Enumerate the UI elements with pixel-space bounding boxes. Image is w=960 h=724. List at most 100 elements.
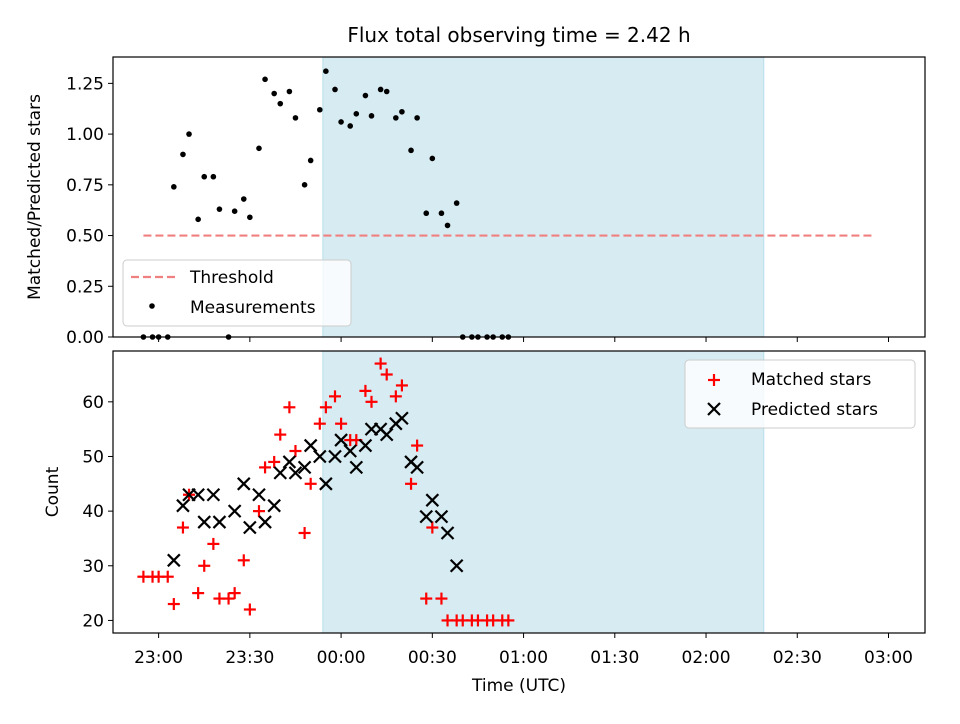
measurement-point [323,68,329,75]
measurement-point [256,145,262,152]
matched-star-marker [411,439,424,452]
matched-star-marker [335,417,348,430]
ratio-y-tick-label: 0.25 [66,277,104,297]
count-points [137,357,515,627]
measurement-point [317,106,323,113]
measurement-point [347,123,354,129]
matched-star-marker [319,401,332,414]
measurement-point [262,76,268,83]
predicted-star-marker [252,487,266,502]
predicted-star-marker [349,460,364,475]
predicted-star-marker [176,498,190,513]
predicted-star-marker [395,411,409,425]
predicted-star-marker [167,553,181,568]
ratio-legend: Threshold Measurements [122,259,352,327]
count-panel: 23:00 23:30 00:00 00:30 01:00 01:30 02:00 02:30… [43,350,926,696]
predicted-star-marker [197,515,212,529]
count-y-ticks: 20 30 40 50 60 [82,393,113,631]
predicted-star-marker [334,433,348,447]
predicted-star-marker [313,449,327,464]
measurement-point [362,92,369,99]
predicted-star-marker [358,438,373,453]
count-panel-frame [112,350,926,634]
matched-star-marker [380,368,393,381]
predicted-star-marker [319,477,333,491]
matched-star-marker [405,477,418,490]
measurement-point [353,111,360,117]
predicted-star-marker [303,438,318,453]
ratio-y-tick-label: 1.25 [66,74,104,94]
predicted-legend-swatch [707,402,721,416]
measurement-point [210,173,217,180]
matched-star-marker [176,521,189,534]
predicted-star-marker [449,559,464,573]
matched-star-marker [161,570,174,583]
matched-star-marker [359,384,372,397]
count-y-tick-label: 30 [82,557,104,577]
predicted-star-marker [273,466,288,480]
matched-star-marker [222,592,235,605]
count-x-tick-label: 23:30 [225,648,274,668]
measurement-point [271,90,277,97]
measurement-point [307,157,314,164]
matched-star-marker [502,614,515,627]
count-x-tick-label: 00:00 [317,648,366,668]
measurement-point [408,147,414,154]
measurement-point [201,173,208,180]
measurement-point [292,115,299,121]
predicted-star-marker [236,477,251,491]
matched-star-marker [435,592,448,605]
measurement-points [140,68,512,340]
predicted-star-marker [267,498,281,513]
count-y-tick-label: 20 [82,611,104,631]
predicted-star-marker [343,444,357,458]
matched-star-marker [252,505,265,518]
predicted-star-marker [212,515,227,529]
predicted-star-marker [258,515,272,529]
ratio-panel: 0.00 0.25 0.50 0.75 1.00 1.25 Flux total obse… [25,23,926,348]
measurement-point [216,206,223,212]
matched-star-marker [329,390,342,403]
predicted-star-marker [282,455,297,469]
measurement-point [180,151,186,158]
matched-legend-label: Matched stars [751,370,871,390]
ratio-y-tick-label: 0.50 [66,227,104,247]
matched-star-marker [274,428,287,441]
predicted-star-marker [227,504,242,518]
predicted-star-marker [328,449,342,464]
measurement-point [383,88,390,95]
count-y-tick-label: 50 [82,447,104,467]
measurement-point [186,131,192,137]
measurement-point [247,214,253,221]
measurement-point [393,115,399,121]
ratio-legend-box [122,259,352,327]
count-x-ticks: 23:00 23:30 00:00 00:30 01:00 01:30 02:00 02:30… [134,633,913,668]
count-y-axis-label: Count [43,466,63,517]
ratio-y-tick-label: 1.00 [66,125,104,145]
matched-star-marker [283,401,296,414]
measurement-point [338,119,344,125]
measurement-point [368,113,375,119]
matched-star-marker [167,598,180,611]
measurement-point [277,100,284,107]
matched-legend-swatch [708,374,720,386]
count-x-tick-label: 01:30 [590,648,639,668]
matched-star-marker [237,554,250,567]
ratio-x-ticks [158,337,890,342]
count-x-tick-label: 02:00 [682,648,731,668]
matched-star-marker [304,477,317,490]
measurements-legend-swatch [149,303,155,309]
chart-title: Flux total observing time = 2.42 h [347,23,690,47]
predicted-star-marker [419,509,434,524]
ratio-panel-frame [112,56,926,338]
measurement-point [444,222,451,229]
threshold-legend-label: Threshold [189,268,274,288]
observing-span-top [322,56,765,338]
matched-star-marker [426,521,439,534]
count-x-tick-label: 00:30 [408,648,457,668]
ratio-y-axis-label: Matched/Predicted stars [25,94,45,300]
matched-star-marker [395,379,408,392]
predicted-star-marker [440,526,455,540]
measurement-point [453,200,460,206]
